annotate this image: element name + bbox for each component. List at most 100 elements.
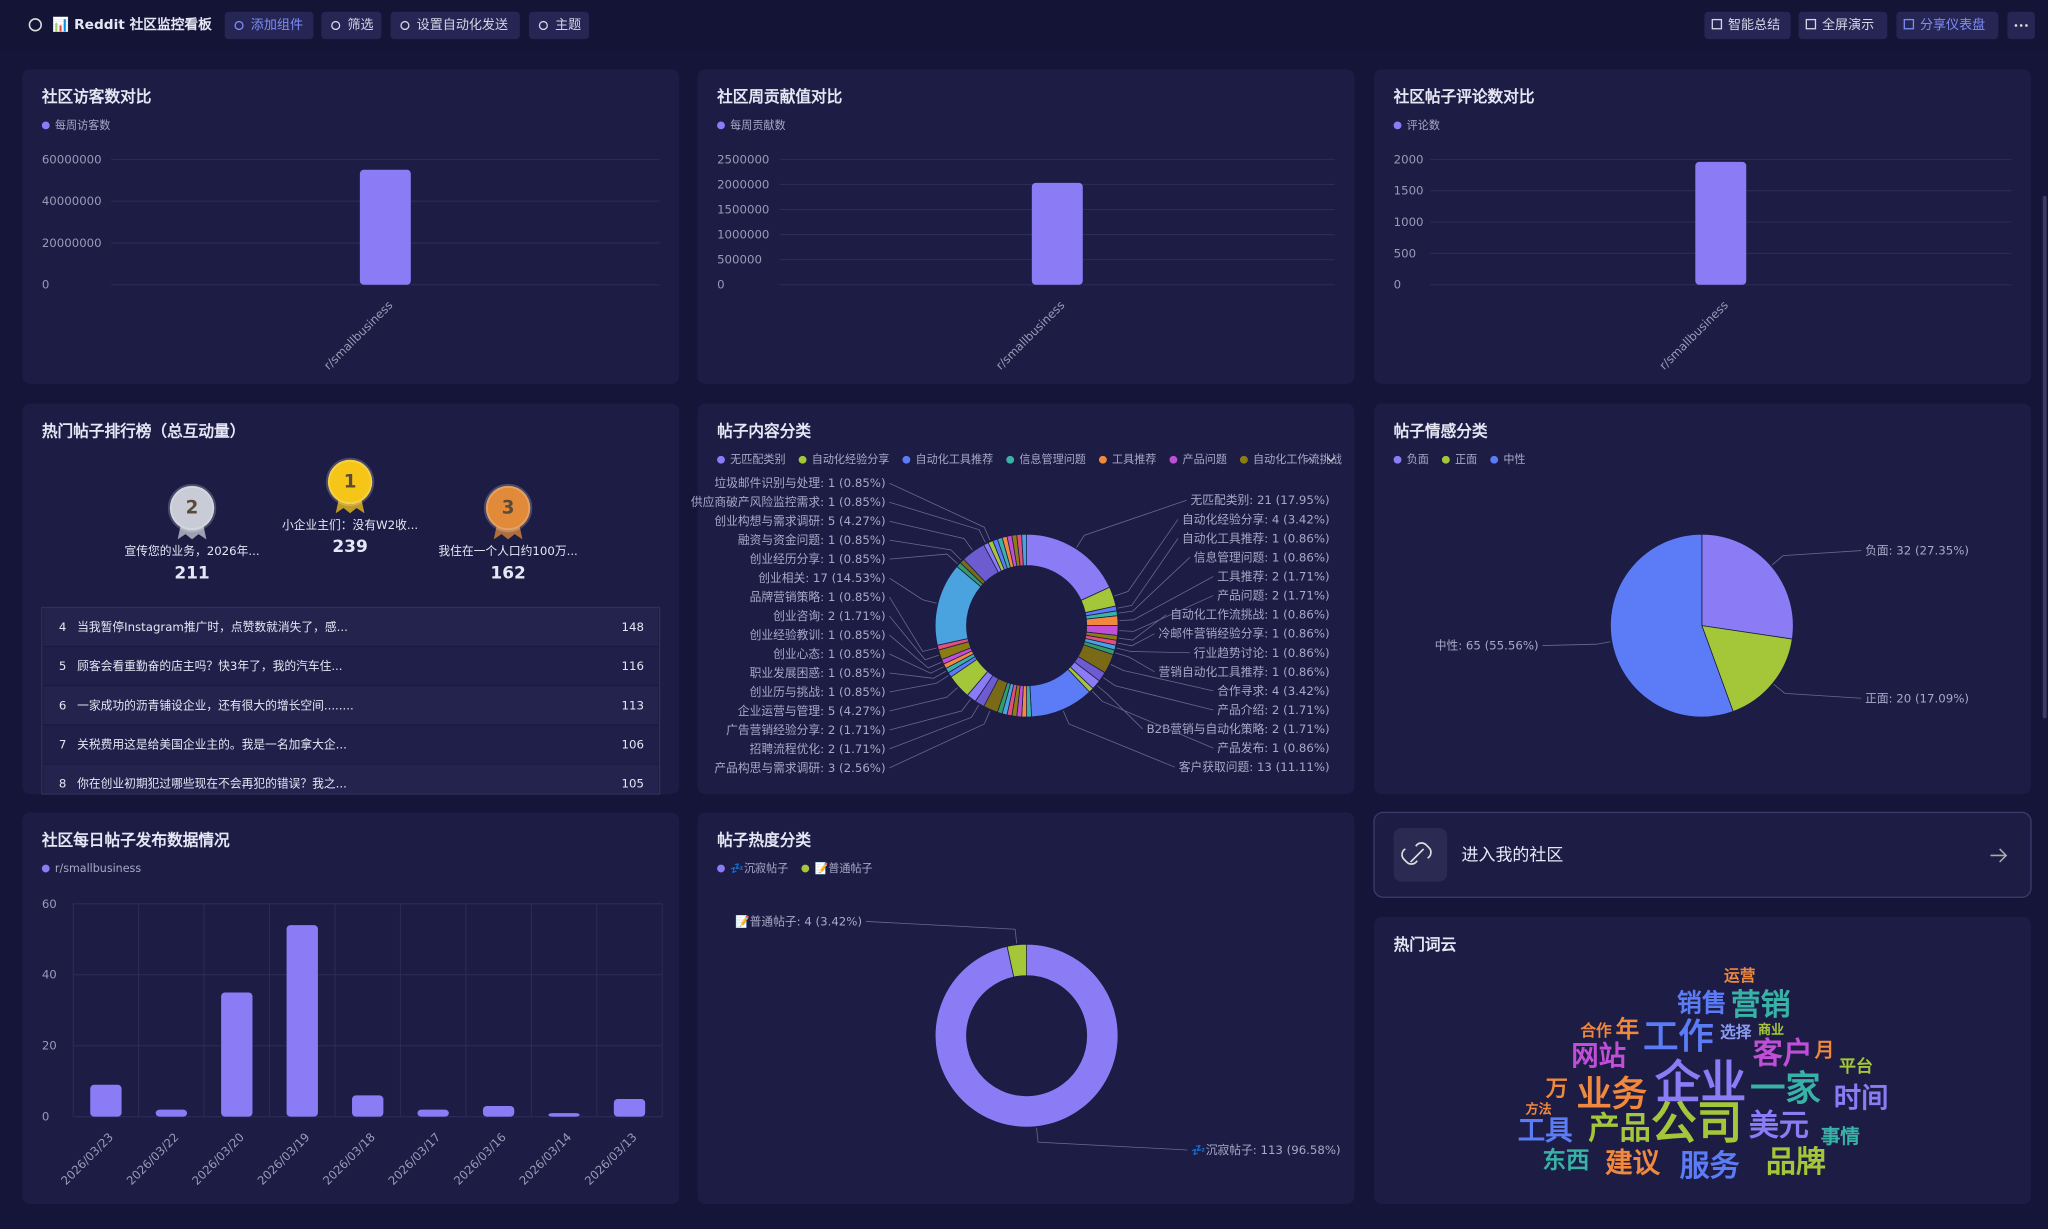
y-tick-label: 20000000 [42, 236, 102, 250]
toolbar-button-label[interactable]: 分享仪表盘 [1920, 17, 1985, 33]
leader-line [1771, 550, 1862, 566]
cloud-word: 客户 [1753, 1036, 1813, 1071]
cloud-word: 产品 [1588, 1110, 1651, 1146]
legend-label: 每周贡献数 [730, 118, 785, 132]
toolbar-button[interactable] [1798, 11, 1888, 40]
post-title[interactable]: 当我暂停Instagram推广时，点赞数就消失了，感... [77, 620, 348, 634]
community-link[interactable] [1373, 811, 2032, 898]
legend-page-down[interactable] [1326, 456, 1336, 462]
toolbar-button[interactable] [390, 11, 520, 40]
refresh-icon[interactable] [28, 18, 42, 32]
post-title[interactable]: 我住在一个人口约100万... [438, 544, 577, 558]
cloud-word: 商业 [1758, 1022, 1784, 1038]
legend-marker [1098, 455, 1107, 464]
medal-rank: 1 [344, 471, 357, 492]
cloud-word: 运营 [1724, 966, 1756, 985]
pie-slice [1006, 943, 1028, 978]
cloud-word: 工具 [1518, 1116, 1573, 1147]
legend-label: 负面 [1407, 452, 1429, 466]
leader-line [889, 615, 939, 661]
cloud-word: 品牌 [1766, 1145, 1826, 1180]
leader-line [889, 710, 991, 769]
post-title[interactable]: 一家成功的沥青铺设企业，还有很大的增长空间........ [77, 698, 354, 712]
post-score: 239 [332, 537, 367, 557]
leader-line [1076, 499, 1187, 548]
link-icon [1401, 842, 1432, 865]
toolbar-button-label[interactable]: 添加组件 [251, 18, 303, 33]
toolbar-button[interactable] [529, 11, 590, 40]
data-label: 创业构想与需求调研: 5 (4.27%) [714, 514, 885, 528]
medal [167, 483, 217, 533]
toolbar-button-label[interactable]: 智能总结 [1728, 18, 1780, 33]
medal-rank: 3 [502, 498, 515, 519]
data-label: 合作寻求: 4 (3.42%) [1217, 684, 1329, 698]
data-label: 创业相关: 17 (14.53%) [758, 571, 885, 585]
legend-label: 中性 [1503, 452, 1525, 466]
data-label: 自动化经验分享: 4 (3.42%) [1182, 512, 1330, 526]
ranking-row[interactable] [43, 764, 659, 794]
bar [1031, 182, 1083, 285]
panel-title: 热门帖子排行榜（总互动量） [42, 421, 246, 440]
toolbar-button[interactable] [224, 11, 314, 40]
legend-label: 📝普通帖子 [814, 861, 872, 875]
post-title[interactable]: 顾客会看重勤奋的店主吗？快3年了，我的汽车住... [77, 659, 342, 673]
bar [90, 1084, 122, 1117]
ranking-row[interactable] [43, 607, 659, 646]
panel-title: 帖子热度分类 [717, 830, 811, 849]
data-label: 创业咨询: 2 (1.71%) [773, 609, 885, 623]
post-title[interactable]: 宣传您的业务，2026年... [124, 544, 259, 558]
legend-label: 每周访客数 [55, 118, 110, 132]
legend-marker [41, 864, 50, 873]
cloud-word: 业务 [1576, 1074, 1647, 1115]
leader-line [1118, 557, 1191, 614]
leader-line [1103, 677, 1214, 711]
button-icon [538, 20, 548, 31]
ranking-row[interactable] [43, 686, 659, 725]
y-tick-label: 0 [42, 278, 49, 292]
data-label: 供应商破产风险监控需求: 1 (0.85%) [691, 495, 886, 509]
data-label: 营销自动化工具推荐: 1 (0.86%) [1158, 665, 1329, 679]
data-label: 客户获取问题: 13 (11.11%) [1179, 760, 1330, 774]
leader-line [1062, 710, 1175, 768]
scrollbar [2042, 195, 2047, 719]
y-tick-label: 1500 [1394, 184, 1424, 198]
legend-label: 评论数 [1407, 118, 1440, 132]
legend-marker [1393, 121, 1402, 130]
toolbar-button-label[interactable]: 设置自动化发送 [417, 17, 508, 33]
ranking-row[interactable] [43, 647, 659, 686]
post-title[interactable]: 关税费用这是给美国企业主的。我是一名加拿大企... [77, 737, 347, 751]
toolbar-button-label[interactable]: 全屏演示 [1822, 17, 1874, 33]
post-score: 116 [621, 659, 643, 673]
toolbar-button[interactable] [1704, 11, 1791, 40]
more-dot [2014, 24, 2018, 27]
cloud-word: 公司 [1651, 1097, 1742, 1150]
data-label: 负面: 32 (27.35%) [1865, 544, 1969, 558]
legend-marker [1169, 455, 1178, 464]
toolbar-button-label[interactable]: 主题 [555, 18, 581, 33]
cloud-word: 美元 [1749, 1108, 1809, 1143]
bar [352, 1095, 384, 1117]
legend-marker [717, 864, 725, 873]
legend-label: 自动化经验分享 [812, 452, 890, 466]
legend-label: 产品问题 [1183, 452, 1227, 466]
dashboard-title: 📊 Reddit 社区监控看板 [52, 16, 212, 33]
legend-label: 工具推荐 [1112, 452, 1156, 466]
cloud-word: 选择 [1720, 1022, 1752, 1041]
leader-line [1118, 614, 1167, 641]
legend-page-up[interactable] [1305, 457, 1315, 463]
post-title[interactable]: 你在创业初期犯过哪些现在不会再犯的错误？我之... [77, 777, 347, 791]
toolbar-button[interactable] [321, 11, 382, 40]
data-label: 💤沉寂帖子: 113 (96.58%) [1191, 1143, 1340, 1157]
ranking-row[interactable] [43, 725, 659, 764]
post-title[interactable]: 小企业主们：没有W2收... [282, 518, 418, 532]
data-label: 创业历与挑战: 1 (0.85%) [750, 685, 886, 699]
button-icon [1805, 18, 1817, 30]
cloud-word: 时间 [1834, 1083, 1889, 1114]
link-label[interactable]: 进入我的社区 [1462, 845, 1564, 865]
bar [548, 1113, 580, 1117]
toolbar-button-label[interactable]: 筛选 [347, 18, 373, 33]
toolbar-button[interactable] [1896, 11, 1999, 40]
cloud-word: 合作 [1580, 1021, 1612, 1040]
